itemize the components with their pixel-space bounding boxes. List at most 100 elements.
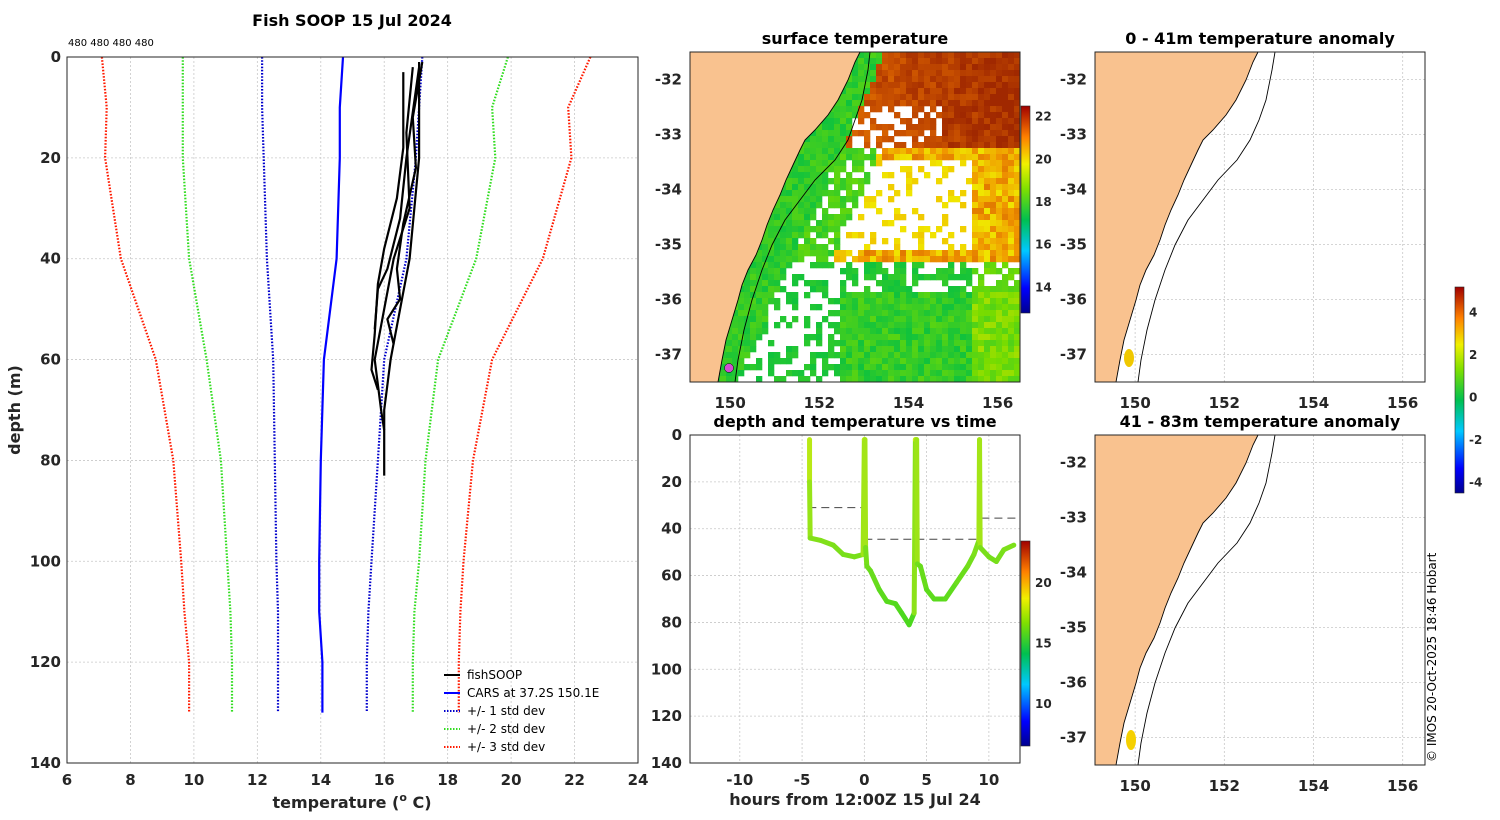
sst-cell [738, 328, 745, 335]
sst-cell [732, 370, 739, 377]
sst-cell [972, 100, 979, 107]
sst-cell [918, 322, 925, 329]
sst-cell [924, 70, 931, 77]
sst-cell [942, 292, 949, 299]
sst-cell [996, 376, 1003, 382]
sst-cell [948, 352, 955, 359]
sst-cell [1002, 250, 1009, 257]
anom2-ticks: 150 152 154 156-32-33-34-35-36-37 [1060, 454, 1418, 796]
sst-cell [912, 364, 919, 371]
sst-cell [936, 304, 943, 311]
sst-cell [978, 364, 985, 371]
sst-cell [984, 166, 991, 173]
sst-cell [846, 232, 853, 239]
sst-cell [816, 172, 823, 179]
sst-cell [978, 322, 985, 329]
sst-cell [846, 184, 853, 191]
sst-cell [978, 238, 985, 245]
sst-cell [810, 160, 817, 167]
sst-cell [912, 232, 919, 239]
sst-cell [882, 352, 889, 359]
sst-cell [966, 52, 973, 59]
sst-cell [894, 298, 901, 305]
sst-cell [912, 268, 919, 275]
sst-cell [744, 364, 751, 371]
sst-cell [1008, 154, 1015, 161]
sst-cell [960, 256, 967, 263]
anom1-title: 0 - 41m temperature anomaly [1125, 29, 1395, 48]
profile-series-line [457, 56, 592, 713]
sst-cell [972, 256, 979, 263]
sst-cell [894, 358, 901, 365]
profile-xtick-label: 12 [247, 771, 268, 789]
sst-cell [990, 322, 997, 329]
sst-cell [798, 250, 805, 257]
sst-cell [1008, 94, 1015, 101]
sst-cell [882, 148, 889, 155]
sst-cell [894, 364, 901, 371]
sst-cell [864, 172, 871, 179]
anom1-coastline [1115, 52, 1259, 382]
sst-cell [1002, 118, 1009, 125]
sst-cell [978, 310, 985, 317]
sst-cell [966, 64, 973, 71]
sst-cell [840, 310, 847, 317]
sst-cell [870, 370, 877, 377]
sst-cell [822, 244, 829, 251]
sst-cell [984, 178, 991, 185]
sst-cell [960, 352, 967, 359]
sst-cell [792, 346, 799, 353]
sst-cell [840, 94, 847, 101]
sst-cell [996, 250, 1003, 257]
sst-cell [942, 256, 949, 263]
anomaly-colorbar-tick-label: 4 [1469, 305, 1477, 319]
sst-cell [1002, 196, 1009, 203]
anom2-ytick-label: -34 [1060, 564, 1087, 582]
sst-cell [774, 208, 781, 215]
sst-cell [882, 124, 889, 131]
sst-cell [738, 352, 745, 359]
sst-cell [948, 286, 955, 293]
sst-cell [948, 322, 955, 329]
sst-cell [942, 250, 949, 257]
sst-cell [978, 298, 985, 305]
sst-cell [828, 238, 835, 245]
sst-cell [912, 250, 919, 257]
legend-label-std2: +/- 2 std dev [467, 722, 545, 736]
sst-cell [1014, 376, 1020, 382]
sst-cell [960, 100, 967, 107]
sst-cell [870, 64, 877, 71]
sst-cell [978, 286, 985, 293]
sst-cell [834, 370, 841, 377]
time-xtick-label: 0 [859, 771, 869, 789]
sst-cell [1014, 256, 1020, 263]
sst-cell [882, 298, 889, 305]
sst-cell [774, 352, 781, 359]
sst-cell [906, 334, 913, 341]
sst-cell [948, 82, 955, 89]
sst-cell [888, 82, 895, 89]
sst-cell [990, 292, 997, 299]
sst-cell [918, 304, 925, 311]
sst-cell [828, 346, 835, 353]
sst-cell [912, 256, 919, 263]
sst-cell [996, 232, 1003, 239]
sst-cell [756, 364, 763, 371]
sst-cell [834, 190, 841, 197]
sst-cell [900, 76, 907, 83]
sst-cell [912, 334, 919, 341]
sst-cell [990, 304, 997, 311]
profile-series-line [373, 66, 414, 431]
sst-cell [804, 292, 811, 299]
sst-cell [912, 376, 919, 382]
sst-cell [888, 334, 895, 341]
sst-cell [918, 118, 925, 125]
sst-cell [798, 190, 805, 197]
sst-cell [858, 160, 865, 167]
sst-cell [942, 100, 949, 107]
sst-cell [918, 82, 925, 89]
sst-cell [864, 244, 871, 251]
sst-cell [1014, 244, 1020, 251]
sst-cell [732, 322, 739, 329]
sst-cell [942, 136, 949, 143]
